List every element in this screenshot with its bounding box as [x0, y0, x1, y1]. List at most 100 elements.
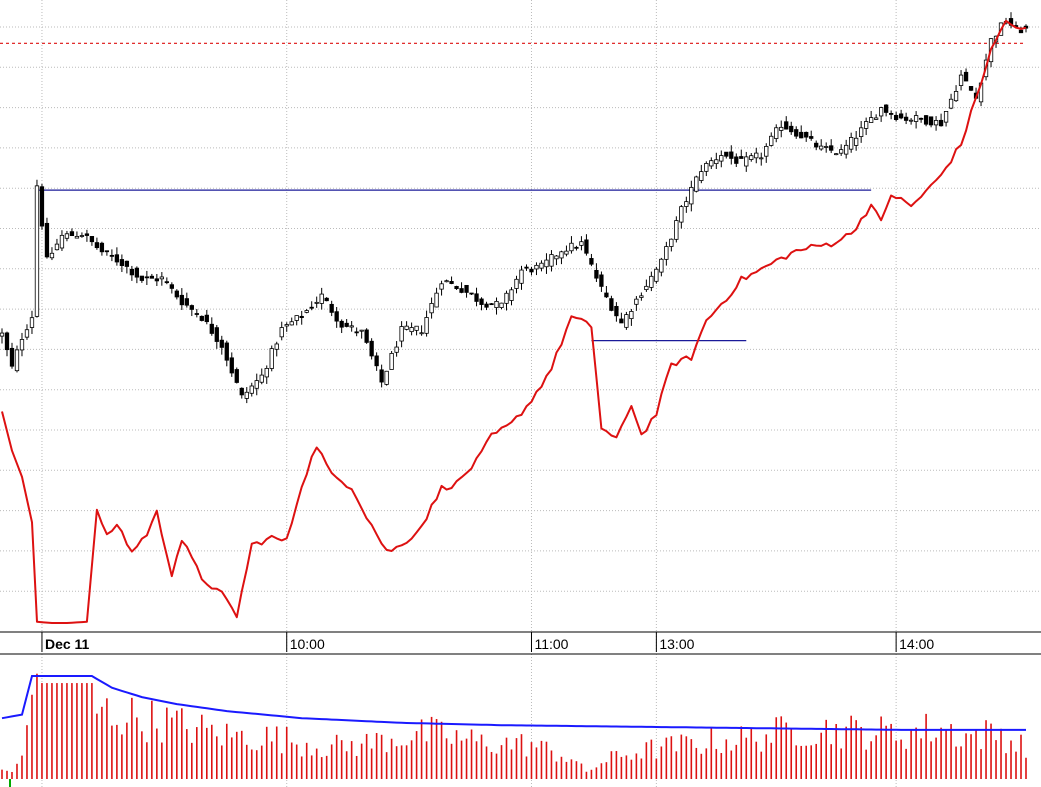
- candle-body: [923, 115, 929, 125]
- candle-body: [14, 349, 20, 372]
- candle-body: [779, 126, 784, 131]
- candle-body: [409, 327, 414, 333]
- candle-body: [389, 353, 394, 370]
- candle-body: [174, 290, 179, 298]
- time-tick-label: 11:00: [534, 636, 568, 652]
- volume-bars: [1, 673, 1027, 787]
- time-tick-label: Dec 11: [45, 636, 90, 652]
- candle-body: [754, 152, 759, 159]
- candle-body: [299, 315, 304, 319]
- candle-body: [584, 239, 589, 254]
- candle-body: [574, 246, 579, 249]
- candle-body: [129, 268, 135, 276]
- candle-body: [834, 153, 839, 156]
- candle-body: [669, 238, 674, 247]
- candle-body: [579, 241, 584, 246]
- candle-body: [679, 206, 684, 223]
- candle-body: [269, 348, 274, 369]
- candle-body: [219, 339, 224, 348]
- time-axis: Dec 11 10:00 11:00 13:00 14:00: [41, 632, 934, 652]
- candle-body: [739, 156, 744, 159]
- candle-body: [294, 315, 299, 321]
- candle-body: [454, 286, 459, 290]
- candle-body: [873, 117, 879, 120]
- time-tick-label: 14:00: [899, 636, 934, 652]
- candle-body: [489, 303, 494, 306]
- candle-body: [164, 281, 169, 284]
- candle-body: [514, 278, 519, 289]
- horizontal-lines: [36, 189, 872, 342]
- indicator-path: [1, 19, 1027, 624]
- candle-body: [908, 119, 914, 122]
- candle-body: [499, 302, 504, 308]
- candle-body: [64, 233, 70, 239]
- candle-body: [29, 317, 35, 328]
- candle-body: [933, 120, 939, 126]
- candle-body: [824, 146, 829, 148]
- candle-body: [804, 131, 809, 138]
- candle-body: [114, 254, 120, 263]
- candle-body: [239, 387, 244, 396]
- candle-body: [224, 342, 229, 361]
- candle-body: [599, 274, 604, 287]
- candle-body: [764, 146, 769, 157]
- candle-body: [284, 324, 289, 327]
- candle-body: [9, 347, 15, 367]
- candle-body: [39, 186, 45, 227]
- candle-body: [324, 297, 329, 302]
- candle-body: [913, 115, 919, 122]
- candle-body: [689, 186, 694, 205]
- candle-body: [784, 121, 789, 130]
- candle-body: [849, 137, 854, 150]
- candle-body: [604, 292, 609, 298]
- candle-body: [704, 163, 709, 172]
- candle-body: [44, 222, 50, 258]
- candle-body: [724, 151, 729, 157]
- candle-body: [374, 355, 379, 367]
- candle-body: [524, 266, 529, 269]
- candle-body: [244, 391, 249, 399]
- candle-body: [649, 275, 654, 288]
- candle-body: [139, 275, 145, 281]
- candle-body: [404, 325, 409, 330]
- candle-body: [759, 157, 764, 160]
- candle-body: [569, 242, 574, 252]
- candle-body: [878, 107, 884, 117]
- candle-body: [953, 91, 959, 102]
- candle-body: [948, 98, 954, 109]
- candle-body: [854, 137, 859, 146]
- candle-body: [918, 117, 924, 120]
- candle-body: [384, 370, 389, 385]
- candle-body: [839, 149, 844, 154]
- candle-body: [968, 86, 974, 91]
- candle-body: [54, 243, 60, 251]
- candle-body: [369, 340, 374, 357]
- candle-body: [229, 357, 234, 374]
- candle-body: [354, 331, 359, 334]
- candle-body: [963, 71, 969, 82]
- candle-body: [554, 255, 559, 260]
- candle-body: [869, 117, 874, 123]
- candle-body: [734, 156, 739, 164]
- candle-body: [938, 119, 944, 127]
- candle-body: [928, 116, 934, 126]
- candle-body: [89, 236, 95, 243]
- candle-body: [199, 315, 204, 321]
- candle-body: [364, 329, 369, 343]
- candle-body: [814, 142, 819, 148]
- candle-body: [339, 320, 344, 328]
- volume-average-path: [1, 675, 1026, 731]
- candle-body: [684, 201, 689, 207]
- candle-body: [519, 269, 524, 284]
- candle-body: [144, 276, 150, 279]
- candle-body: [749, 155, 754, 160]
- candle-body: [549, 254, 554, 267]
- candle-body: [79, 235, 85, 237]
- candle-body: [714, 159, 719, 165]
- candle-body: [349, 325, 354, 328]
- candle-body: [119, 259, 125, 266]
- candle-body: [304, 310, 309, 313]
- candle-body: [264, 368, 269, 378]
- candle-body: [883, 104, 889, 113]
